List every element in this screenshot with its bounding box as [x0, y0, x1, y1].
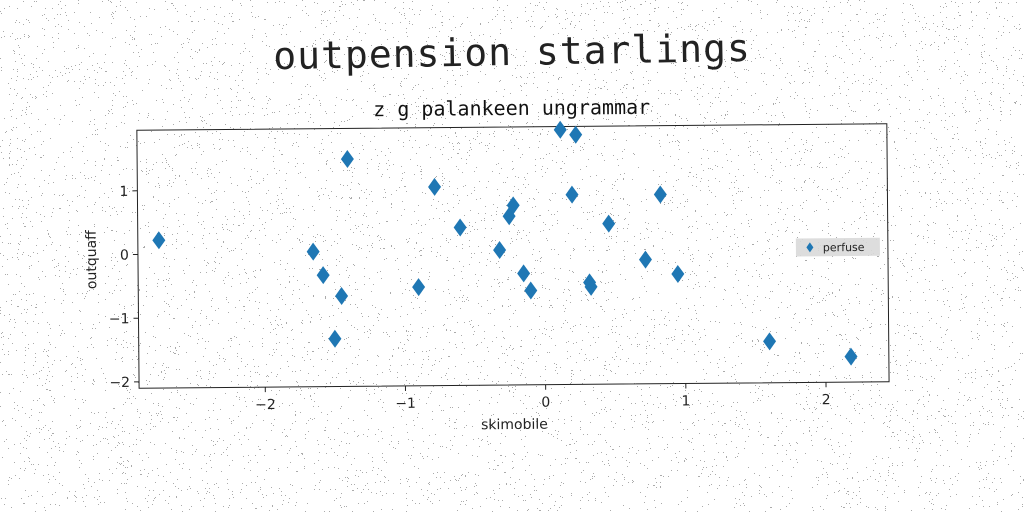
legend-marker — [806, 242, 814, 253]
data-point — [316, 266, 330, 285]
data-point — [428, 177, 442, 196]
axes-frame — [136, 123, 890, 389]
data-point — [565, 185, 579, 204]
x-tick-label: 2 — [822, 392, 831, 408]
data-point — [412, 278, 426, 297]
data-point — [602, 214, 616, 233]
chart-title: z g palankeen ungrammar — [373, 95, 650, 121]
data-point — [584, 277, 598, 296]
y-tick-label: 1 — [119, 184, 128, 200]
y-ticks: −2 −1 0 1 — [109, 184, 140, 391]
legend: perfuse — [795, 237, 880, 257]
data-point — [524, 281, 538, 300]
data-point — [763, 332, 777, 351]
x-tick-label: 0 — [541, 395, 550, 411]
x-ticks: −2 −1 0 1 2 — [255, 382, 831, 413]
legend-box — [795, 237, 880, 257]
data-point — [671, 264, 685, 283]
data-point — [844, 347, 858, 366]
y-tick-label: −1 — [109, 311, 130, 327]
data-point — [340, 150, 354, 169]
data-point — [653, 185, 667, 204]
y-tick-label: 0 — [120, 248, 129, 264]
data-point — [502, 207, 516, 226]
data-point — [306, 242, 320, 261]
x-tick-label: −2 — [255, 397, 276, 413]
data-point — [152, 231, 166, 250]
x-tick-label: 1 — [681, 393, 690, 409]
data-point — [553, 120, 567, 139]
x-tick-label: −1 — [395, 396, 416, 412]
x-axis-label: skimobile — [481, 417, 548, 434]
data-point — [506, 196, 520, 215]
data-point — [335, 287, 349, 306]
legend-label: perfuse — [823, 241, 865, 254]
y-axis-label: outquaff — [84, 230, 101, 289]
data-point — [638, 250, 652, 269]
data-point — [453, 218, 467, 237]
y-tick-label: −2 — [109, 375, 130, 391]
data-point — [517, 264, 531, 283]
plot-marks — [152, 120, 858, 366]
data-point — [493, 241, 507, 260]
data-point — [328, 329, 342, 348]
data-point — [569, 125, 583, 144]
